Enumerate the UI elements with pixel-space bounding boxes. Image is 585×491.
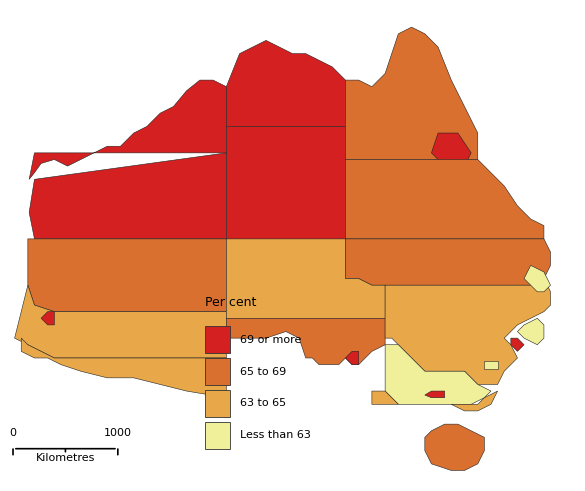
Polygon shape (345, 27, 478, 160)
Text: 63 to 65: 63 to 65 (240, 398, 286, 409)
Bar (205, 422, 230, 449)
Polygon shape (524, 265, 550, 292)
Polygon shape (29, 153, 226, 239)
Text: Less than 63: Less than 63 (240, 430, 311, 440)
Polygon shape (345, 239, 550, 285)
Polygon shape (385, 345, 491, 404)
Text: 69 or more: 69 or more (240, 335, 301, 345)
Polygon shape (226, 239, 385, 318)
Polygon shape (425, 424, 484, 470)
Text: Kilometres: Kilometres (36, 453, 95, 463)
Polygon shape (226, 126, 345, 239)
Polygon shape (15, 285, 226, 358)
Polygon shape (29, 80, 226, 179)
Polygon shape (226, 40, 345, 126)
Text: Per cent: Per cent (205, 296, 257, 309)
Polygon shape (432, 133, 471, 166)
Text: 1000: 1000 (104, 429, 132, 438)
Polygon shape (41, 312, 54, 325)
Polygon shape (511, 338, 524, 352)
Polygon shape (28, 239, 226, 312)
Bar (205, 390, 230, 417)
Polygon shape (345, 160, 544, 239)
Polygon shape (345, 352, 359, 365)
Polygon shape (372, 391, 398, 404)
Polygon shape (425, 391, 445, 398)
Bar (205, 327, 230, 353)
Polygon shape (484, 360, 498, 369)
Polygon shape (451, 391, 498, 411)
Text: 65 to 69: 65 to 69 (240, 367, 286, 377)
Polygon shape (21, 338, 226, 398)
Polygon shape (385, 278, 550, 384)
Text: 0: 0 (9, 429, 16, 438)
Bar (205, 358, 230, 385)
Polygon shape (518, 318, 544, 345)
Polygon shape (226, 318, 385, 365)
